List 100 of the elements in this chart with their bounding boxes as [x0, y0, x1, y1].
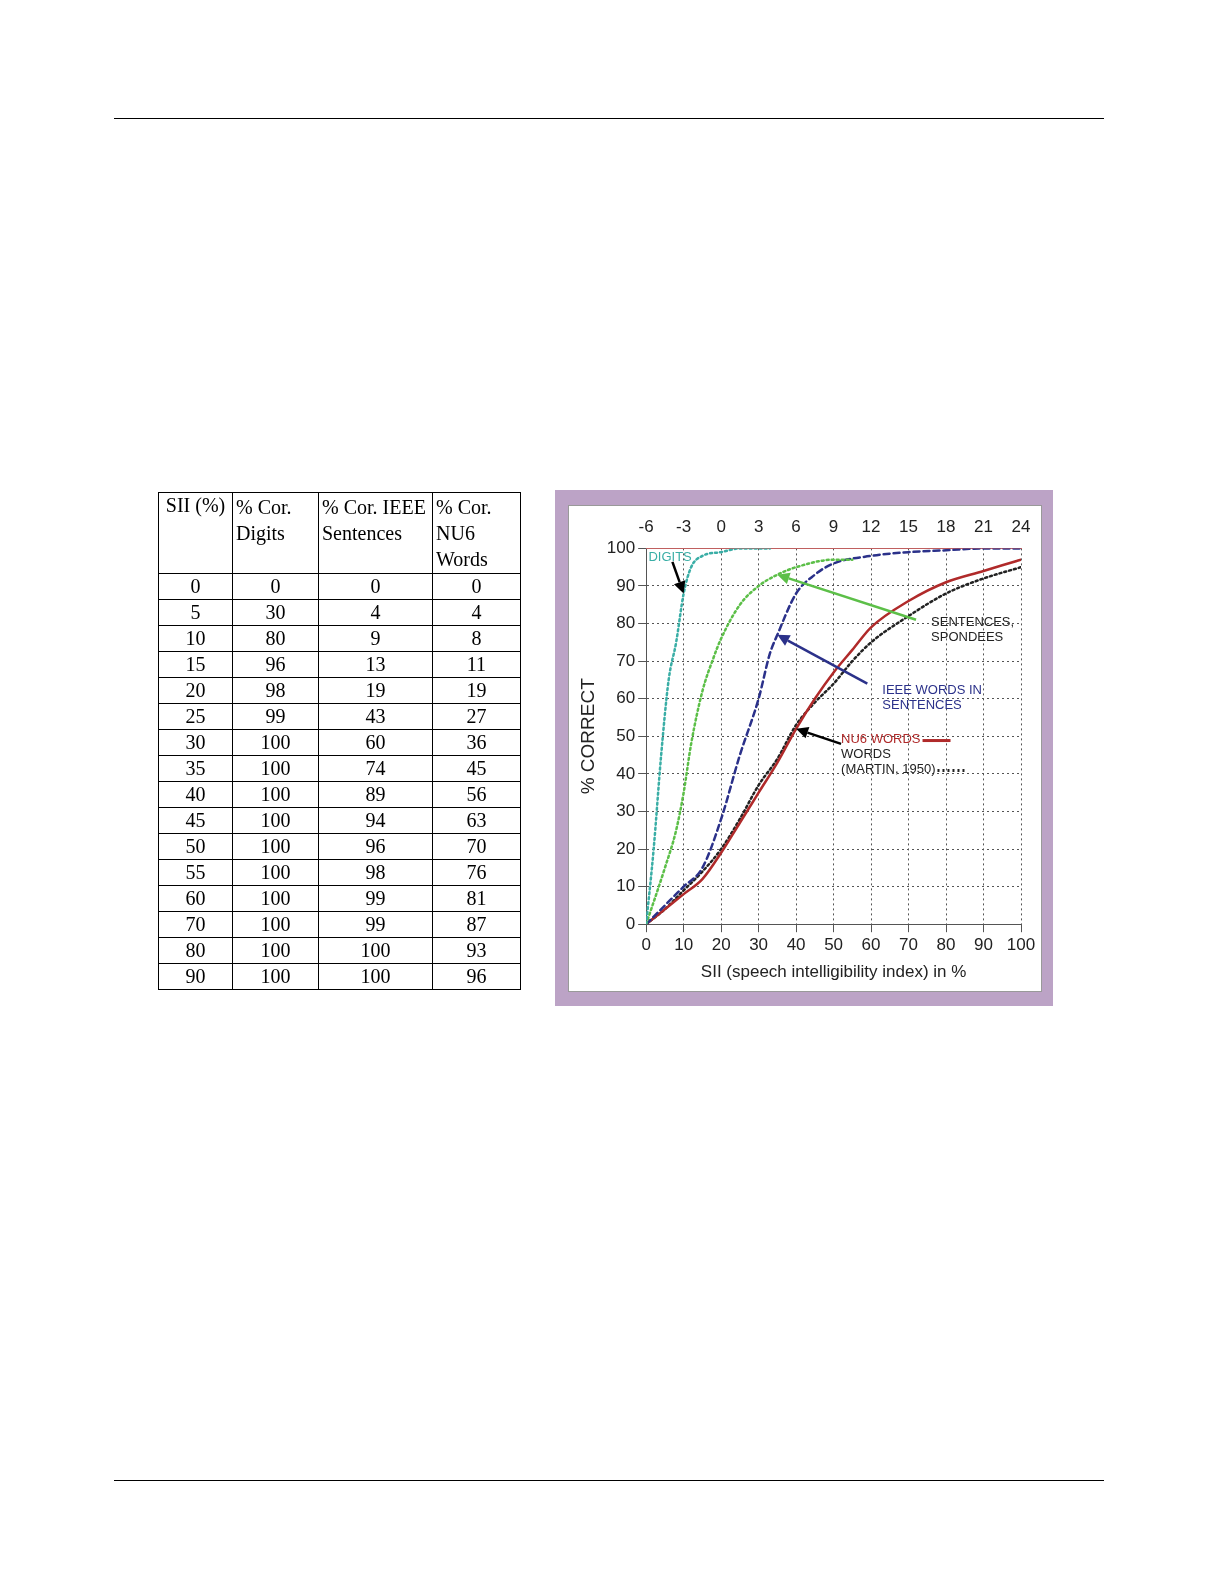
data-label: 96: [432, 963, 521, 990]
x-tick-label: 100: [1006, 935, 1036, 955]
data-label: 8: [432, 625, 521, 652]
x-tick-label: 80: [936, 935, 956, 955]
y-tick-label: 10: [616, 876, 636, 896]
y-tick-label: 45: [158, 807, 233, 834]
data-label: 4: [318, 599, 433, 626]
text: WORDS (MARTIN, 1950): [841, 745, 936, 776]
data-label: 100: [232, 911, 319, 938]
data-label: 99: [318, 885, 433, 912]
data-label: 0: [318, 573, 433, 600]
y-tick-label: 25: [158, 703, 233, 730]
data-label: 98: [318, 859, 433, 886]
data-label: 99: [318, 911, 433, 938]
x-tick-label: % Cor. Digits: [232, 492, 319, 574]
x2-tick-label: 6: [791, 516, 801, 536]
x-tick-label: 60: [861, 935, 881, 955]
y-tick-label: 40: [616, 763, 636, 783]
x2-tick-label: 15: [899, 516, 919, 536]
y-tick-label: 90: [158, 963, 233, 990]
data-label: 89: [318, 781, 433, 808]
y-tick-label: 10: [158, 625, 233, 652]
y-tick-label: 70: [616, 650, 636, 670]
y-axis-title: % CORRECT: [576, 677, 598, 795]
data-label: 100: [232, 885, 319, 912]
data-label: 93: [432, 937, 521, 964]
x-tick-label: 20: [711, 935, 731, 955]
x2-tick-label: 18: [936, 516, 956, 536]
y-tick-label: 60: [616, 688, 636, 708]
x-tick-label: % Cor. NU6 Words: [432, 492, 521, 574]
y-tick-label: 55: [158, 859, 233, 886]
y-tick-label: 80: [616, 613, 636, 633]
data-label: 19: [318, 677, 433, 704]
y-tick-label: 35: [158, 755, 233, 782]
data-label: 60: [318, 729, 433, 756]
data-label: 87: [432, 911, 521, 938]
data-label: 36: [432, 729, 521, 756]
data-label: 76: [432, 859, 521, 886]
y-tick-label: 20: [158, 677, 233, 704]
data-label: 96: [318, 833, 433, 860]
data-label: 98: [232, 677, 319, 704]
x2-tick-label: 12: [861, 516, 881, 536]
y-tick-label: 5: [158, 599, 233, 626]
x-tick-label: 50: [824, 935, 844, 955]
data-label: 19: [432, 677, 521, 704]
y-tick-label: 90: [616, 575, 636, 595]
x-tick-label: 30: [749, 935, 769, 955]
data-label: 99: [232, 703, 319, 730]
data-label: 56: [432, 781, 521, 808]
y-tick-label: 0: [625, 913, 636, 933]
x2-tick-label: 9: [828, 516, 839, 536]
y-tick-label: 0: [158, 573, 233, 600]
y-tick-label: 30: [158, 729, 233, 756]
y-tick-label: 70: [158, 911, 233, 938]
series-label: DIGITS: [648, 548, 693, 564]
y-tick-label: 40: [158, 781, 233, 808]
text: NU6 WORDS: [841, 730, 921, 746]
x2-tick-label: 24: [1011, 516, 1031, 536]
data-label: 74: [318, 755, 433, 782]
y-tick-label: 50: [158, 833, 233, 860]
text: IEEE WORDS IN SENTENCES: [882, 681, 982, 712]
data-label: 100: [318, 963, 433, 990]
x-tick-label: 40: [786, 935, 806, 955]
y-tick-label: 30: [616, 801, 636, 821]
data-label: 9: [318, 625, 433, 652]
y-tick-label: 20: [616, 838, 636, 858]
data-label: 81: [432, 885, 521, 912]
x2-tick-label: 21: [974, 516, 993, 536]
x2-tick-label: 3: [753, 516, 764, 536]
y-tick-label: 50: [616, 725, 636, 745]
x-tick-label: 90: [974, 935, 993, 955]
x-tick-label: 70: [899, 935, 919, 955]
data-label: 0: [232, 573, 319, 600]
data-label: 100: [232, 781, 319, 808]
data-label: 11: [432, 651, 521, 678]
data-label: 96: [232, 651, 319, 678]
data-label: 45: [432, 755, 521, 782]
x2-tick-label: -6: [638, 516, 654, 536]
data-label: 100: [232, 755, 319, 782]
x-axis-title: SII (speech intelligibility index) in %: [700, 962, 967, 982]
data-label: 43: [318, 703, 433, 730]
data-label: 100: [232, 807, 319, 834]
data-label: 30: [232, 599, 319, 626]
y-tick-label: 60: [158, 885, 233, 912]
y-tick-label: 100: [606, 538, 636, 558]
data-label: 13: [318, 651, 433, 678]
data-label: 80: [232, 625, 319, 652]
text: SENTENCES, SPONDEES: [931, 614, 1015, 645]
data-label: 100: [232, 833, 319, 860]
data-label: 0: [432, 573, 521, 600]
x-tick-label: % Cor. IEEE Sentences: [318, 492, 433, 574]
data-label: 27: [432, 703, 521, 730]
y-tick-label: 15: [158, 651, 233, 678]
data-label: 63: [432, 807, 521, 834]
x-tick-label: 0: [641, 935, 651, 955]
data-label: 94: [318, 807, 433, 834]
data-label: 100: [232, 963, 319, 990]
x2-tick-label: -3: [676, 516, 692, 536]
y-axis-title: SII (%): [158, 492, 233, 574]
data-label: 100: [232, 729, 319, 756]
